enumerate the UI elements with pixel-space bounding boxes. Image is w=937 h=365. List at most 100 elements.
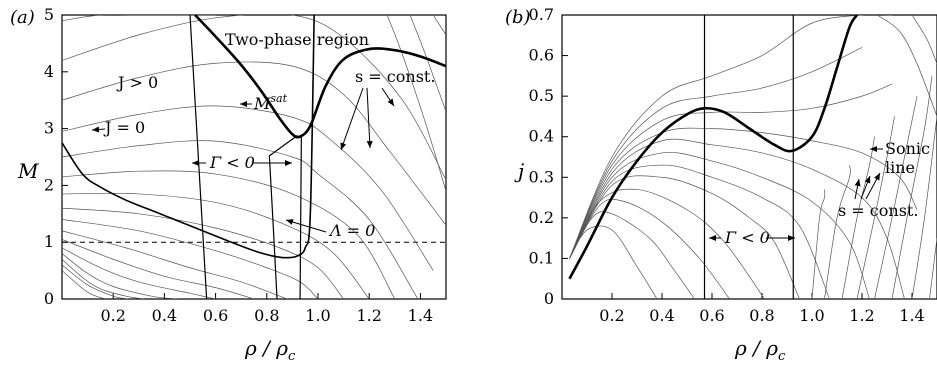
panel-b-series-s-const: [569, 225, 658, 299]
panel-b-x-tick-label: 0.2: [599, 306, 624, 325]
panel-a-series-s-const: [62, 258, 144, 299]
panel-a-series-s-const: [62, 219, 319, 299]
panel-a-series-s-const: [62, 105, 434, 271]
panel-b-sonic-label: Sonic line: [885, 139, 930, 177]
panel-b-series-s-const: [569, 188, 765, 299]
panel-a-x-tick-label: 0.4: [152, 306, 177, 325]
panel-a-x-tick-label: 0.6: [203, 306, 228, 325]
panel-a-series-s-const: [62, 264, 129, 299]
panel-b-series-s-const: [569, 198, 730, 299]
panel-a-series-s-const: [62, 15, 216, 22]
panel-a-series-s-const: [432, 15, 446, 36]
panel-b-y-tick-label: 0.6: [529, 46, 554, 65]
panel-a-x-tick-label: 1.4: [408, 306, 433, 325]
panel-b-x-tick-label: 0.6: [699, 306, 724, 325]
panel-b-s-const-arrow-1: [854, 178, 861, 200]
panel-a-series-s-const: [62, 270, 106, 299]
panel-a-j-positive-label: J > 0: [116, 73, 158, 92]
panel-b-series-s-const: [929, 238, 937, 299]
panel-a-x-tick-label: 0.2: [100, 306, 125, 325]
panel-a-x-axis-label: ρ / ρc: [244, 336, 296, 364]
panel-b-x-tick-label: 1.2: [849, 306, 874, 325]
panel-b-chart: (b) j ρ / ρc Sonic line Γ < 0 s = const. …: [505, 5, 937, 364]
panel-b-x-axis-label: ρ / ρc: [734, 336, 786, 364]
panel-b-series-s-const: [824, 165, 851, 299]
panel-b-series-s-const: [891, 75, 933, 299]
panel-b-series-s-const: [911, 116, 937, 299]
panel-a-y-tick-label: 3: [44, 119, 54, 138]
panel-a-y-tick-label: 0: [44, 289, 54, 308]
panel-a-series-lambda-boundary: [299, 136, 302, 299]
panel-a-series-s-const: [62, 140, 419, 299]
panel-b-series-s-const: [569, 175, 800, 299]
panel-a-y-axis-label: M: [17, 159, 39, 183]
panel-b-y-tick-label: 0.3: [529, 167, 554, 186]
panel-a-series-saturation: [194, 15, 446, 139]
panel-a-series-s-const: [62, 239, 255, 299]
panel-b-series-s-const: [911, 15, 937, 64]
panel-a-chart: (a) M ρ / ρc Two-phase region J > 0 J = …: [10, 5, 447, 364]
panel-b-s-const-arrow-2: [860, 175, 871, 200]
panel-a-y-tick-label: 2: [44, 175, 54, 194]
panel-a-x-tick-label: 1.2: [356, 306, 381, 325]
panel-b-series-s-const: [876, 15, 937, 117]
panel-b-series-s-const: [811, 189, 826, 299]
panel-a-series-s-const: [62, 15, 446, 180]
panel-a-series-s-const: [62, 170, 396, 299]
panel-a-series-s-const: [62, 230, 288, 299]
panel-a-y-tick-label: 5: [44, 5, 54, 24]
panel-b-series-s-const: [569, 211, 695, 299]
panel-a-label: (a): [10, 7, 35, 28]
panel-b-y-axis-label: j: [514, 159, 524, 183]
panel-a-s-const-arrow-1: [340, 87, 364, 151]
panel-b-x-tick-label: 0.4: [649, 306, 674, 325]
panel-b-series-sonic: [568, 15, 859, 280]
panel-b-series-s-const: [569, 127, 918, 259]
panel-a-x-tick-label: 0.8: [254, 306, 279, 325]
panel-b-label: (b): [505, 7, 531, 28]
panel-a-two-phase-label: Two-phase region: [225, 30, 369, 49]
panel-b-plot-frame: [561, 14, 937, 300]
panel-a-lambda-label: Λ = 0: [328, 221, 375, 240]
panel-a-s-const-label: s = const.: [355, 67, 435, 86]
panel-b-y-tick-label: 0.5: [529, 86, 554, 105]
panel-a-s-const-arrow-3: [381, 87, 395, 107]
panel-a-series-j-0: [62, 15, 315, 259]
panel-a-lambda-leader: [285, 219, 327, 233]
panel-b-y-tick-label: 0: [544, 289, 554, 308]
panel-b-series-s-const: [569, 15, 892, 259]
panel-b-series-s-const: [569, 164, 830, 299]
panel-b-gamma-label: Γ < 0: [724, 228, 770, 247]
panel-b-series-s-const: [874, 96, 918, 299]
panel-b-x-tick-label: 1.4: [899, 306, 924, 325]
panel-a-j-zero-leader: [91, 126, 106, 133]
panel-a-series-s-const: [62, 247, 216, 299]
panel-a-series-s-const: [409, 15, 446, 112]
panel-a-gamma-label: Γ < 0: [209, 153, 255, 172]
panel-a-series-gamma-boundary-right: [268, 134, 298, 299]
panel-a-y-tick-label: 1: [44, 232, 54, 251]
panel-b-s-const-label: s = const.: [838, 201, 918, 220]
panel-b-y-tick-label: 0.7: [529, 5, 554, 24]
panel-b-y-tick-label: 0.2: [529, 208, 554, 227]
panel-b-curves: [568, 15, 937, 299]
panel-a-y-tick-label: 4: [44, 62, 54, 81]
panel-a-s-const-arrow-2: [366, 87, 373, 149]
panel-a-series-s-const: [386, 15, 446, 192]
panel-b-y-tick-label: 0.4: [529, 127, 554, 146]
panel-a-curves: [62, 15, 446, 299]
panel-b-series-s-const: [569, 138, 905, 299]
panel-b-series-s-const: [856, 116, 895, 299]
panel-b-s-const-arrow-3: [865, 172, 881, 200]
panel-a-series-s-const: [62, 253, 178, 299]
panel-a-series-s-const: [62, 207, 344, 299]
panel-a-series-s-const: [62, 61, 446, 226]
panel-a-x-tick-label: 1.0: [305, 306, 330, 325]
panel-a-series-gamma-boundary-left: [189, 15, 208, 299]
panel-a-j-zero-label: J = 0: [103, 118, 145, 137]
panel-b-x-tick-label: 0.8: [749, 306, 774, 325]
panel-b-y-tick-label: 0.1: [529, 248, 554, 267]
panel-b-x-tick-label: 1.0: [799, 306, 824, 325]
panel-b-series-s-const: [569, 47, 863, 259]
